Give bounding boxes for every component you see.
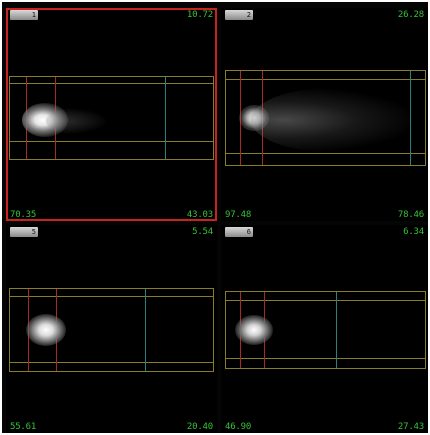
signal-spot — [22, 103, 68, 137]
top-right-value: 5.54 — [192, 227, 213, 237]
teal-marker-line — [336, 292, 337, 368]
teal-marker-line — [145, 289, 146, 371]
teal-marker-line — [410, 71, 411, 165]
panel-label-tab[interactable]: 2 — [225, 10, 253, 20]
bottom-left-value: 55.61 — [10, 422, 37, 432]
panel-6[interactable]: 6 6.34 46.90 27.43 — [221, 225, 428, 433]
bottom-left-value: 70.35 — [10, 210, 37, 220]
bottom-right-value: 43.03 — [186, 210, 213, 220]
signal-haze — [46, 108, 106, 134]
bottom-right-value: 27.43 — [397, 422, 424, 432]
teal-marker-line — [165, 77, 166, 159]
panel-2[interactable]: 2 26.28 97.48 78.46 — [221, 8, 428, 221]
signal-spot — [26, 314, 66, 346]
panel-label-tab[interactable]: 5 — [10, 227, 38, 237]
bottom-right-value: 78.46 — [397, 210, 424, 220]
top-right-value: 26.28 — [397, 10, 424, 20]
panel-1[interactable]: 1 10.72 70.35 43.03 — [6, 8, 217, 221]
signal-haze — [251, 88, 411, 152]
top-right-value: 10.72 — [186, 10, 213, 20]
signal-spot — [239, 105, 269, 131]
bottom-left-value: 46.90 — [225, 422, 252, 432]
top-right-value: 6.34 — [403, 227, 424, 237]
bottom-left-value: 97.48 — [225, 210, 252, 220]
bottom-right-value: 20.40 — [186, 422, 213, 432]
signal-spot — [235, 315, 273, 345]
panel-5[interactable]: 5 5.54 55.61 20.40 — [6, 225, 217, 433]
panel-label-tab[interactable]: 6 — [225, 227, 253, 237]
panel-label-tab[interactable]: 1 — [10, 10, 38, 20]
